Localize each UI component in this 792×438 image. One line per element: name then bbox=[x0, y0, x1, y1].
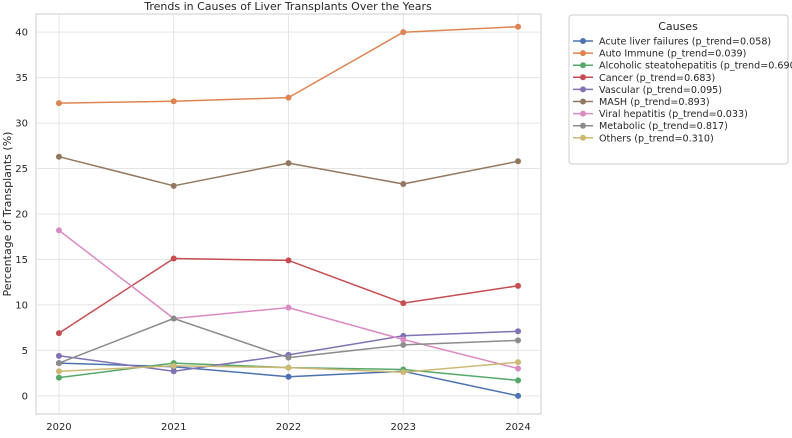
series-group bbox=[55, 153, 522, 189]
data-point bbox=[170, 362, 177, 369]
legend-swatch-marker bbox=[580, 122, 586, 129]
x-tick-label: 2023 bbox=[391, 422, 416, 433]
data-point bbox=[285, 257, 292, 264]
data-point bbox=[55, 352, 62, 359]
data-point bbox=[400, 369, 407, 376]
legend-item: Acute liver failures (p_trend=0.058) bbox=[573, 37, 771, 48]
legend-label: Viral hepatitis (p_trend=0.033) bbox=[599, 109, 748, 120]
legend-swatch-marker bbox=[580, 62, 586, 69]
legend-label: Cancer (p_trend=0.683) bbox=[599, 73, 715, 84]
legend-label: Vascular (p_trend=0.095) bbox=[599, 85, 722, 96]
legend-items: Acute liver failures (p_trend=0.058)Auto… bbox=[573, 37, 792, 144]
x-tick-label: 2024 bbox=[505, 422, 530, 433]
legend-label: Alcoholic steatohepatitis (p_trend=0.690… bbox=[599, 61, 792, 72]
gridlines bbox=[36, 14, 541, 414]
x-tick-label: 2020 bbox=[46, 422, 71, 433]
chart-title: Trends in Causes of Liver Transplants Ov… bbox=[143, 0, 432, 13]
legend-item: Viral hepatitis (p_trend=0.033) bbox=[573, 109, 748, 120]
data-point bbox=[400, 181, 407, 187]
data-point bbox=[55, 368, 62, 375]
series-group bbox=[55, 315, 522, 367]
series-group bbox=[55, 23, 522, 107]
data-point bbox=[285, 94, 292, 101]
x-tick-label: 2021 bbox=[161, 422, 186, 433]
y-tick-label: 15 bbox=[15, 255, 28, 266]
data-point bbox=[55, 100, 62, 107]
series-group bbox=[55, 255, 522, 337]
y-tick-label: 5 bbox=[22, 346, 28, 357]
legend-swatch-marker bbox=[580, 98, 586, 105]
data-point bbox=[170, 315, 177, 322]
data-point bbox=[170, 98, 177, 105]
y-tick-label: 40 bbox=[15, 28, 28, 39]
x-tick-label: 2022 bbox=[276, 422, 301, 433]
legend-swatch-marker bbox=[580, 134, 586, 141]
legend-label: Auto Immune (p_trend=0.039) bbox=[599, 49, 746, 60]
legend-item: Auto Immune (p_trend=0.039) bbox=[573, 49, 746, 60]
y-tick-label: 20 bbox=[15, 210, 28, 221]
legend-swatch-marker bbox=[580, 50, 586, 57]
tick-labels: 0 5 10 15 20 25 30 35 40 2020 2021 2022 2023 2024 bbox=[15, 28, 531, 433]
data-point bbox=[515, 337, 522, 344]
legend-frame bbox=[568, 14, 789, 165]
y-tick-label: 10 bbox=[15, 300, 28, 311]
legend-label: Metabolic (p_trend=0.817) bbox=[599, 121, 728, 132]
y-tick-label: 30 bbox=[15, 119, 28, 130]
data-point bbox=[515, 377, 522, 384]
legend-title: Causes bbox=[658, 20, 698, 33]
data-point bbox=[285, 304, 292, 311]
data-point bbox=[515, 392, 522, 399]
series-group bbox=[55, 359, 522, 376]
legend-swatch-marker bbox=[580, 74, 586, 81]
data-point bbox=[170, 255, 177, 262]
y-tick-label: 25 bbox=[15, 164, 28, 175]
legend-item: Alcoholic steatohepatitis (p_trend=0.690… bbox=[573, 61, 792, 72]
legend-label: Acute liver failures (p_trend=0.058) bbox=[599, 37, 771, 48]
data-point bbox=[515, 328, 522, 335]
y-axis-label: Percentage of Transplants (%) bbox=[1, 132, 14, 297]
data-point bbox=[170, 368, 177, 375]
legend-item: Others (p_trend=0.310) bbox=[573, 133, 714, 144]
data-point bbox=[515, 158, 522, 165]
data-point bbox=[400, 300, 407, 307]
legend-label: Others (p_trend=0.310) bbox=[599, 133, 714, 144]
legend-swatch-marker bbox=[580, 38, 586, 44]
data-point bbox=[285, 373, 292, 380]
legend-swatch-marker bbox=[580, 110, 586, 117]
data-point bbox=[55, 153, 62, 160]
data-point bbox=[515, 282, 522, 289]
data-point bbox=[170, 182, 177, 189]
data-point bbox=[55, 330, 62, 337]
legend-swatch-marker bbox=[580, 86, 586, 93]
y-tick-label: 35 bbox=[15, 73, 28, 84]
legend-item: Cancer (p_trend=0.683) bbox=[573, 73, 715, 84]
series-layer bbox=[55, 23, 522, 399]
data-point bbox=[515, 23, 522, 30]
legend-item: Vascular (p_trend=0.095) bbox=[573, 85, 722, 96]
data-point bbox=[400, 29, 407, 36]
data-point bbox=[515, 359, 522, 366]
legend-item: Metabolic (p_trend=0.817) bbox=[573, 121, 728, 132]
data-point bbox=[285, 364, 292, 371]
data-point bbox=[285, 354, 292, 361]
legend-label: MASH (p_trend=0.893) bbox=[599, 97, 710, 108]
data-point bbox=[515, 365, 522, 372]
data-point bbox=[400, 341, 407, 348]
data-point bbox=[400, 336, 407, 343]
legend-item: MASH (p_trend=0.893) bbox=[573, 97, 710, 108]
y-tick-label: 0 bbox=[22, 391, 28, 402]
data-point bbox=[55, 374, 62, 381]
data-point bbox=[285, 160, 292, 167]
data-point bbox=[55, 360, 62, 367]
data-point bbox=[55, 227, 62, 234]
legend: Causes Acute liver failures (p_trend=0.0… bbox=[568, 14, 792, 165]
